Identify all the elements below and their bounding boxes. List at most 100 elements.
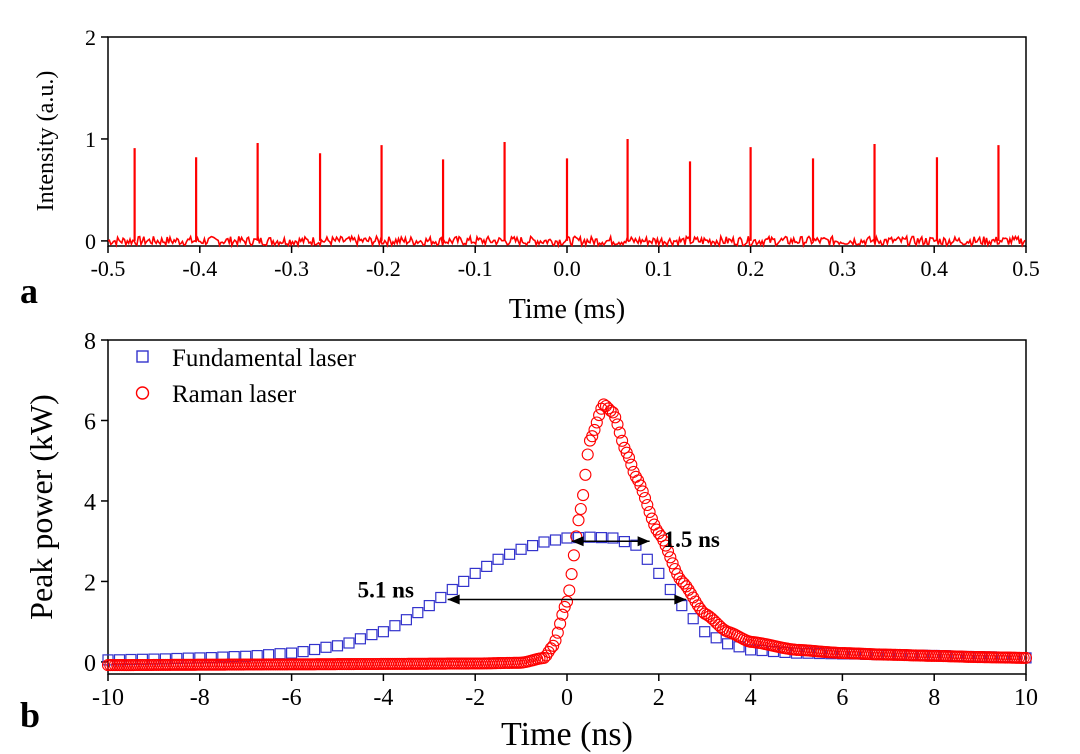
raman-laser-point xyxy=(554,617,567,630)
fundamental-laser-point xyxy=(607,532,619,544)
fundamental-laser-point xyxy=(263,649,275,661)
fwhm-raman-label: 1.5 ns xyxy=(664,527,720,552)
panel-b-x-axis-title: Time (ns) xyxy=(501,716,633,753)
raman-laser-point xyxy=(602,402,615,415)
fundamental-laser-point xyxy=(182,652,194,664)
fwhm-raman-arrow-head-right xyxy=(637,536,650,547)
raman-laser-point xyxy=(659,539,672,552)
fundamental-laser-point xyxy=(377,626,389,638)
panel-b-x-tick-label: 6 xyxy=(836,685,848,711)
fundamental-laser-point xyxy=(664,583,676,596)
panel-b-x-tick-label: -6 xyxy=(282,685,302,711)
panel-b-x-tick-label: -4 xyxy=(373,685,393,711)
fundamental-laser-point xyxy=(538,536,550,548)
fundamental-laser-point xyxy=(699,626,711,638)
panel-a-x-tick-label: 0.4 xyxy=(920,256,948,281)
panel-b-y-tick-label: 8 xyxy=(84,329,96,355)
raman-laser-point xyxy=(645,512,658,525)
raman-laser-point xyxy=(638,491,652,505)
panel-b-x-tick-label: -10 xyxy=(92,685,124,711)
fundamental-laser-point xyxy=(561,532,573,544)
raman-laser-point xyxy=(712,618,725,631)
fundamental-laser-point xyxy=(584,531,596,543)
panel-a-y-axis-title: Intensity (a.u.) xyxy=(33,71,59,212)
raman-laser-point xyxy=(586,430,599,443)
fundamental-laser-point xyxy=(653,567,665,580)
panel-a-x-tick-label: -0.3 xyxy=(274,256,309,281)
panel-b-x-tick-label: -2 xyxy=(465,685,485,711)
fundamental-laser-point xyxy=(343,637,355,649)
raman-laser-point xyxy=(1019,651,1033,664)
panel-a-x-tick-label: -0.1 xyxy=(458,256,493,281)
raman-laser-point xyxy=(599,399,613,413)
panel-b-y-axis-title: Peak power (kW) xyxy=(23,394,59,620)
panel-b-label: b xyxy=(20,695,40,735)
raman-laser-point xyxy=(613,426,626,439)
raman-laser-point xyxy=(650,523,663,536)
panel-a-x-tick-label: 0.5 xyxy=(1012,256,1040,281)
panel-b-x-tick-label: -8 xyxy=(190,685,210,711)
fundamental-laser-point xyxy=(595,531,608,544)
panel-b-y-tick-label: 0 xyxy=(84,651,96,677)
fundamental-laser-point xyxy=(435,591,447,604)
panel-a-label: a xyxy=(20,271,38,311)
raman-laser-point xyxy=(547,639,560,652)
panel-a-x-tick-label: -0.2 xyxy=(366,256,401,281)
fundamental-laser-point xyxy=(389,620,401,632)
raman-laser-point xyxy=(691,599,704,612)
raman-laser-point xyxy=(703,610,716,623)
raman-laser-point xyxy=(705,612,718,625)
panel-a-chart: -0.5 -0.4 -0.3 -0.2 -0.1 0.0 0.1 0.2 0.3 0.4 0.5 0… xyxy=(20,25,1040,325)
fundamental-laser-point xyxy=(630,539,642,551)
panel-a-x-axis: -0.5 -0.4 -0.3 -0.2 -0.1 0.0 0.1 0.2 0.3 0.4 0.5 xyxy=(91,246,1040,281)
raman-laser-point xyxy=(558,600,571,613)
raman-laser-point xyxy=(604,404,617,417)
raman-laser-point xyxy=(590,416,603,429)
raman-laser-point xyxy=(666,557,679,570)
fundamental-laser-point xyxy=(526,539,539,552)
fwhm-fundamental-arrow-head-left xyxy=(447,594,460,605)
legend-item-fundamental: Fundamental laser xyxy=(136,345,357,372)
panel-a-x-tick-label: 0.3 xyxy=(829,256,857,281)
raman-laser-point xyxy=(579,468,592,481)
panel-b-y-tick-label: 4 xyxy=(84,490,96,516)
fundamental-laser-point xyxy=(423,599,435,612)
panel-b-annotations: 5.1 ns 1.5 ns xyxy=(358,527,720,605)
legend-label-raman: Raman laser xyxy=(172,381,297,408)
panel-b-series xyxy=(101,398,1033,672)
panel-a-pulse-trace xyxy=(107,138,1026,249)
fwhm-fundamental-arrow-head-right xyxy=(674,594,687,605)
panel-b-x-tick-label: 10 xyxy=(1014,685,1038,711)
raman-laser-point xyxy=(661,545,675,558)
panel-a-y-axis: 0 1 2 xyxy=(85,25,108,254)
panel-a-x-tick-label: 0.2 xyxy=(737,256,765,281)
raman-laser-point xyxy=(641,498,654,512)
panel-a-x-tick-label: 0.0 xyxy=(553,256,581,281)
panel-b-x-axis: -10 -8 -6 -4 -2 0 2 4 6 8 10 xyxy=(92,674,1038,711)
raman-laser-point xyxy=(549,634,562,647)
fundamental-laser-point xyxy=(710,632,722,644)
panel-b-chart: -10 -8 -6 -4 -2 0 2 4 6 8 10 0 2 4 6 8 5.1 ns 1.5 ns Fu… xyxy=(20,329,1038,753)
raman-laser-point xyxy=(710,616,723,629)
legend-circle-marker xyxy=(135,386,150,400)
fundamental-laser-point xyxy=(446,583,458,596)
raman-laser-point xyxy=(625,458,638,471)
raman-laser-point xyxy=(563,584,576,597)
panel-b-x-tick-label: 2 xyxy=(653,685,665,711)
fundamental-laser-point xyxy=(458,575,470,588)
fundamental-laser-point xyxy=(469,567,481,580)
fundamental-laser-point xyxy=(331,640,344,652)
raman-laser-point xyxy=(538,651,551,664)
fundamental-laser-point xyxy=(354,633,366,645)
fundamental-laser-point xyxy=(400,614,412,626)
raman-laser-point xyxy=(577,489,590,502)
fundamental-laser-point xyxy=(274,648,286,660)
panel-b-x-tick-label: 8 xyxy=(928,685,940,711)
raman-laser-point xyxy=(634,479,647,492)
panel-b-legend: Fundamental laser Raman laser xyxy=(135,345,357,408)
raman-laser-point xyxy=(616,434,629,447)
panel-a-y-tick-label: 1 xyxy=(85,127,96,152)
fundamental-laser-point xyxy=(366,628,378,641)
series-raman-laser xyxy=(101,398,1033,672)
